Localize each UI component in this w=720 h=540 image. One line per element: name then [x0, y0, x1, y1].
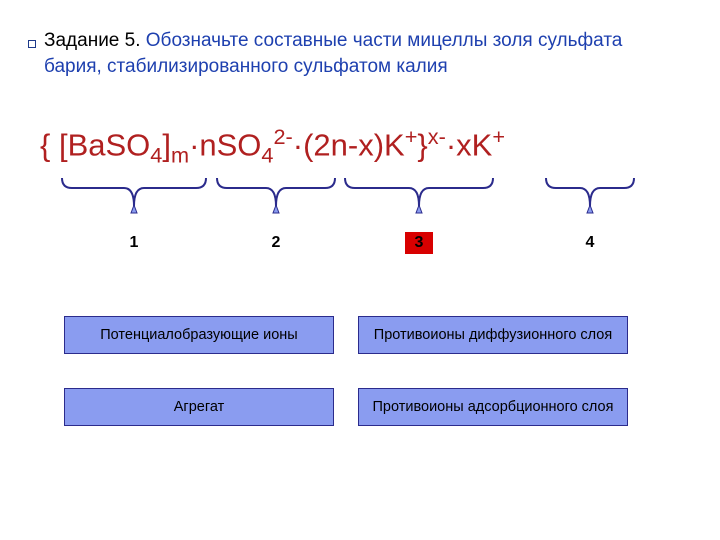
- micelle-formula: { [BaSO4]m·nSO42-·(2n-x)K+}x-·xK+: [40, 124, 505, 169]
- task-title: Задание 5. Обозначьте составные части ми…: [44, 28, 664, 79]
- option-label: Агрегат: [174, 399, 224, 415]
- task-prefix: Задание 5.: [44, 30, 146, 51]
- option-potential[interactable]: Потенциалобразующие ионы: [64, 316, 334, 354]
- brace-4: [544, 176, 636, 228]
- brace-3: [343, 176, 495, 228]
- bullet-icon: [28, 40, 36, 48]
- option-diffusion[interactable]: Противоионы диффузионного слоя: [358, 316, 628, 354]
- brace-number-2: 2: [262, 232, 290, 254]
- brace-number-3: 3: [405, 232, 433, 254]
- brace-number-1: 1: [120, 232, 148, 254]
- option-label: Противоионы адсорбционного слоя: [373, 399, 614, 415]
- brace-2: [215, 176, 337, 228]
- option-adsorption[interactable]: Противоионы адсорбционного слоя: [358, 388, 628, 426]
- option-label: Противоионы диффузионного слоя: [374, 327, 612, 343]
- option-aggregate[interactable]: Агрегат: [64, 388, 334, 426]
- brace-number-4: 4: [576, 232, 604, 254]
- brace-1: [60, 176, 208, 228]
- option-label: Потенциалобразующие ионы: [100, 327, 297, 343]
